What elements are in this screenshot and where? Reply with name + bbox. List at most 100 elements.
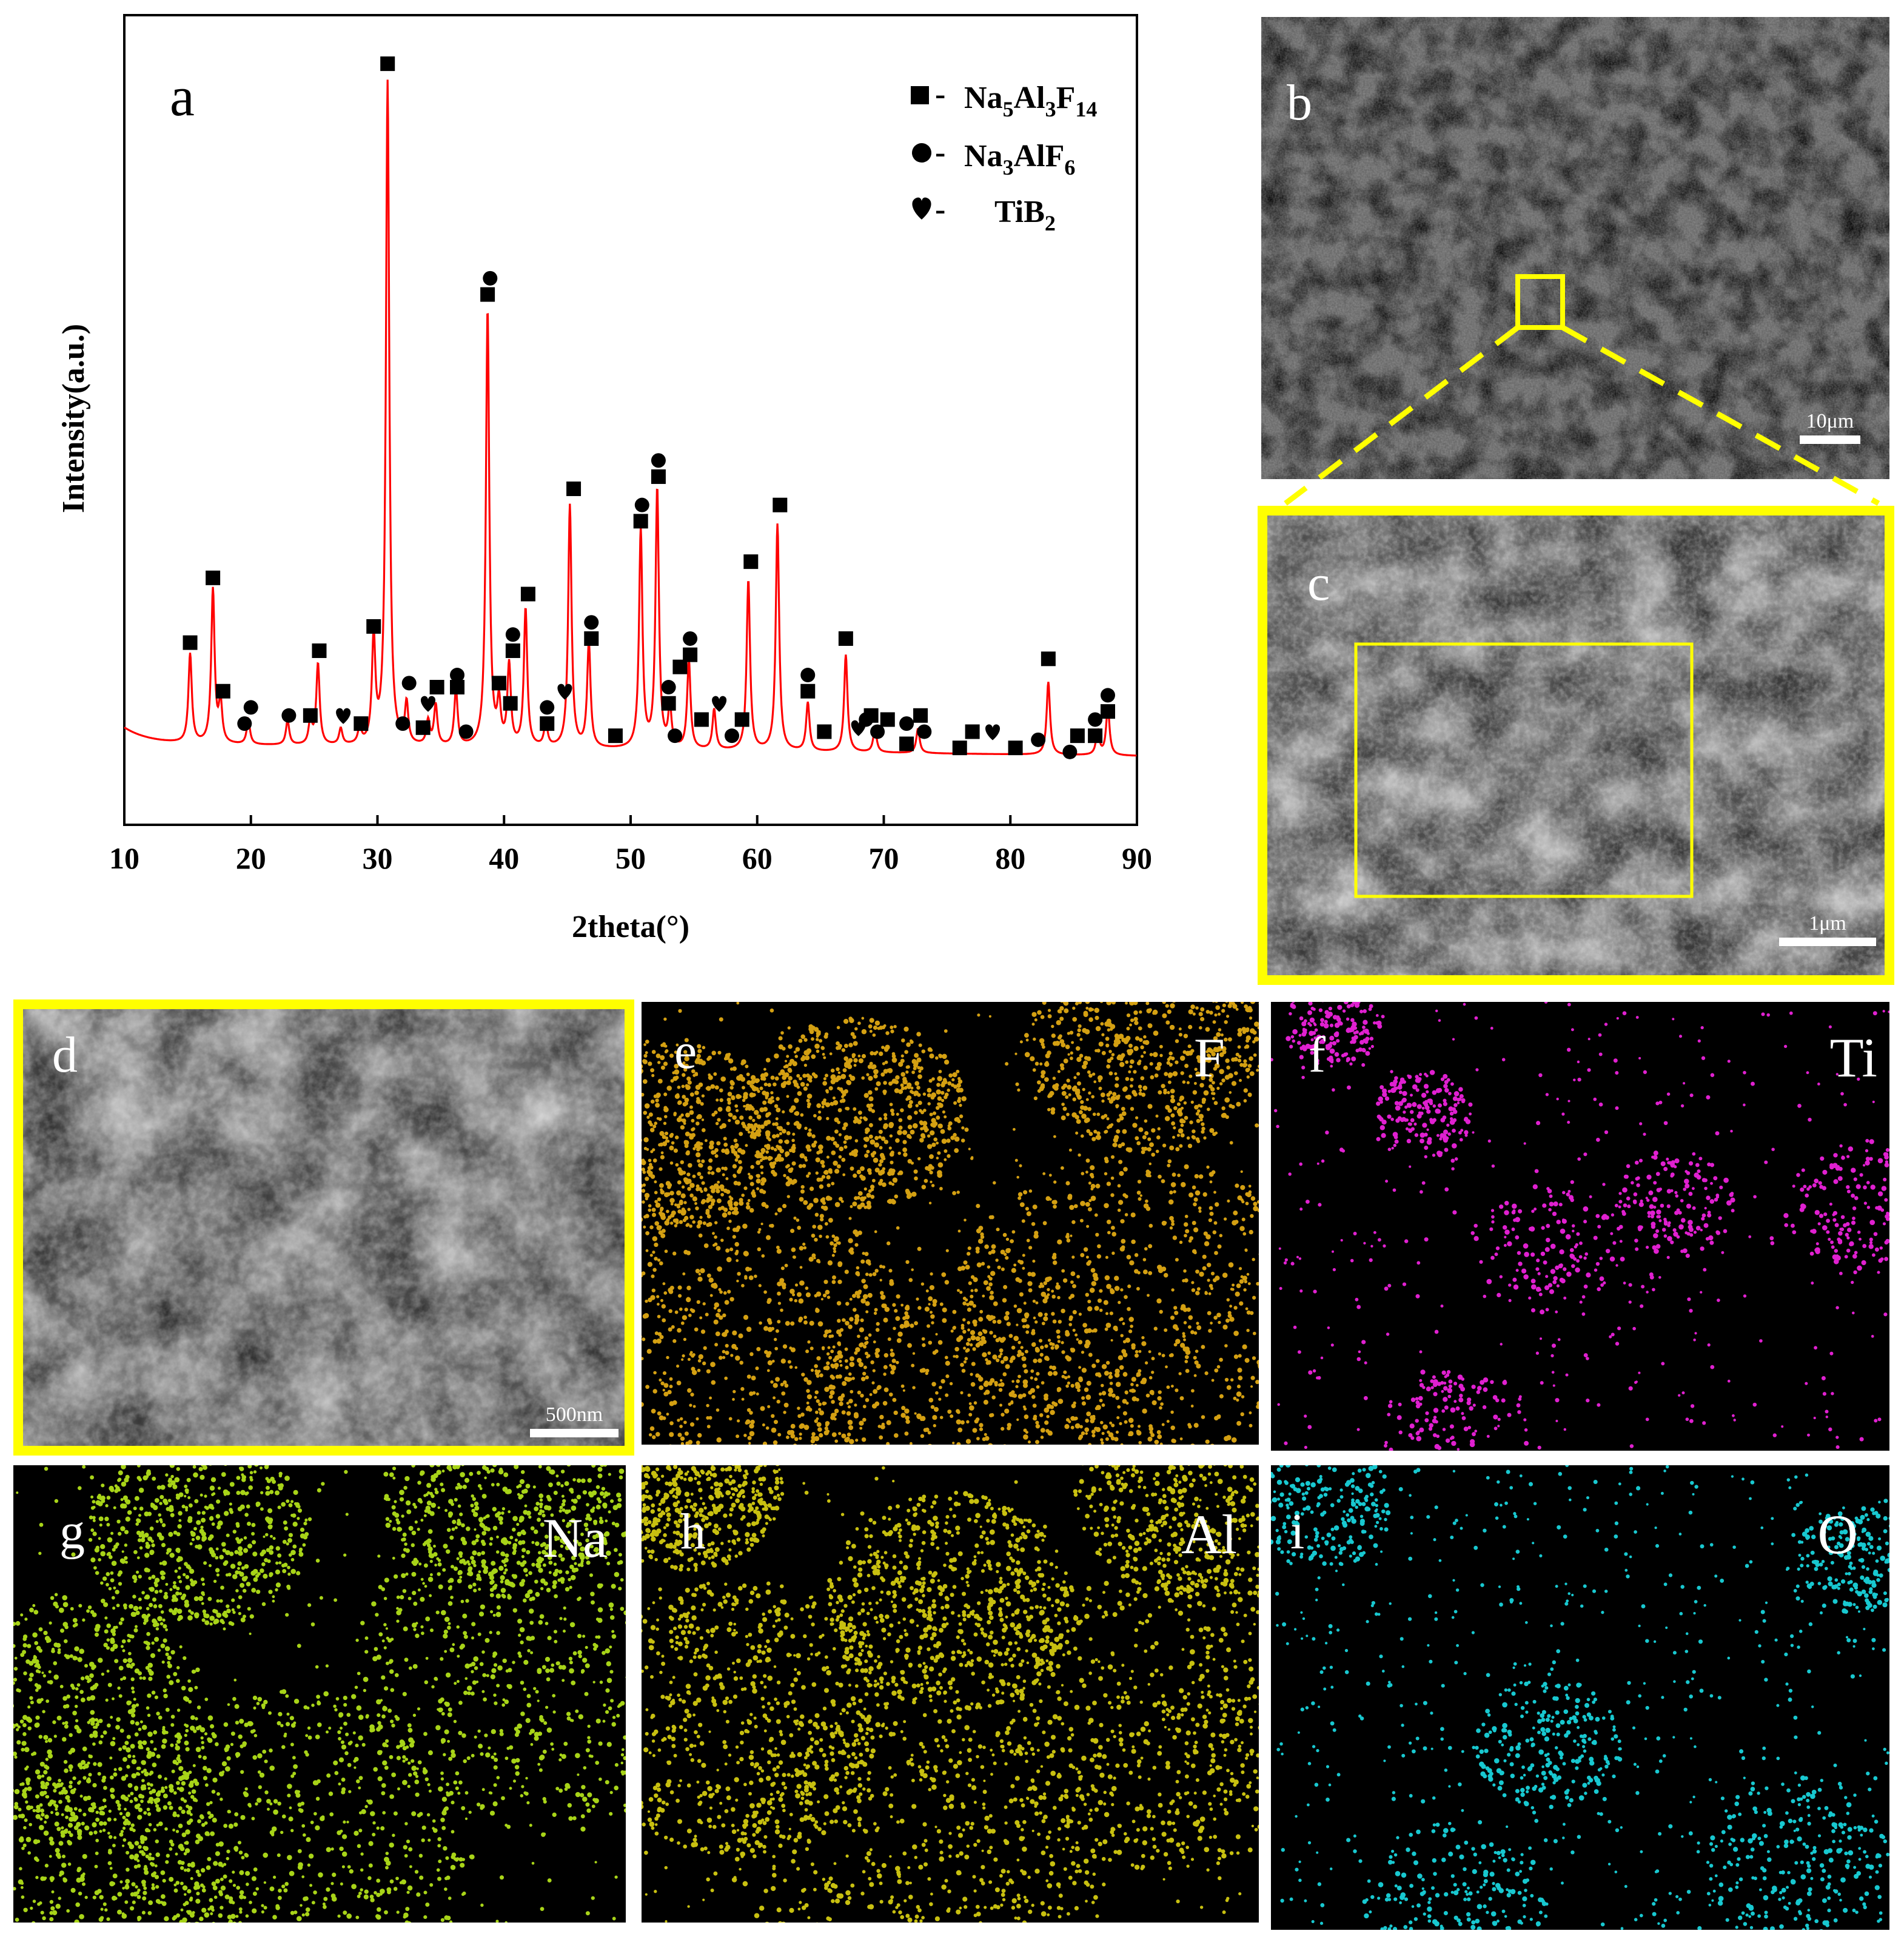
eds-dot: [1131, 1346, 1136, 1350]
eds-dot: [1140, 1194, 1142, 1197]
eds-dot: [1079, 1110, 1083, 1114]
marker-na5al3f14: [380, 56, 395, 71]
eds-dot: [1395, 1140, 1399, 1144]
eds-dot: [1193, 1012, 1196, 1015]
eds-dot: [732, 1211, 736, 1215]
eds-dot: [1169, 1146, 1174, 1150]
eds-dot: [1102, 1432, 1105, 1435]
eds-dot: [1119, 1171, 1124, 1176]
eds-dot: [972, 1347, 976, 1351]
eds-dot: [771, 1414, 774, 1418]
eds-dot: [1181, 1107, 1184, 1110]
eds-dot: [735, 1347, 739, 1351]
eds-dot: [1179, 1098, 1182, 1101]
eds-dot: [1076, 1089, 1081, 1093]
eds-dot: [1084, 1428, 1089, 1432]
eds-dot: [688, 1440, 693, 1445]
eds-dot: [697, 1433, 702, 1437]
eds-dot: [911, 1070, 915, 1074]
eds-dot: [1128, 1317, 1134, 1322]
eds-dot: [737, 1272, 740, 1275]
eds-dot: [756, 1160, 760, 1165]
eds-dot: [1017, 1375, 1021, 1379]
eds-dot: [1235, 1220, 1239, 1224]
eds-dot: [662, 1318, 666, 1323]
eds-dot: [1188, 1315, 1193, 1320]
eds-dot: [1020, 1040, 1023, 1043]
eds-dot: [1041, 1015, 1045, 1019]
legend-label: Na5Al3F14: [964, 81, 1097, 121]
eds-dot: [795, 1366, 798, 1369]
eds-dot: [738, 1334, 743, 1338]
eds-dot: [811, 1254, 816, 1258]
eds-dot: [1028, 1288, 1033, 1292]
eds-dot: [848, 1043, 853, 1047]
eds-dot: [1051, 1346, 1054, 1350]
eds-dot: [1208, 1218, 1212, 1222]
eds-dot: [1460, 1138, 1463, 1141]
eds-dot: [1376, 1014, 1379, 1017]
eds-dot: [827, 1295, 830, 1298]
eds-dot: [1143, 1066, 1148, 1070]
eds-dot: [845, 1359, 848, 1363]
eds-dot: [748, 1442, 751, 1445]
eds-dot: [1032, 1023, 1035, 1026]
eds-dot: [1048, 1093, 1053, 1098]
eds-dot: [1239, 1267, 1242, 1270]
eds-dot: [739, 1198, 743, 1202]
eds-dot: [883, 1069, 888, 1073]
eds-dot: [1171, 1288, 1174, 1291]
eds-dot: [1139, 1038, 1143, 1042]
eds-dot: [819, 1184, 823, 1189]
eds-dot: [1025, 1052, 1030, 1058]
eds-dot: [1201, 1130, 1204, 1134]
eds-dot: [1212, 1170, 1216, 1175]
eds-dot: [1179, 1241, 1183, 1244]
eds-dot: [660, 1234, 665, 1238]
eds-dot: [1208, 1292, 1212, 1295]
eds-dot: [1204, 1090, 1209, 1096]
eds-dot: [677, 1180, 682, 1184]
eds-dot: [826, 1362, 830, 1365]
eds-dot: [991, 1244, 996, 1249]
eds-dot: [685, 1431, 689, 1436]
eds-dot: [1199, 1012, 1203, 1016]
eds-dot: [873, 1340, 876, 1343]
eds-dot: [838, 1108, 842, 1112]
eds-dot: [1105, 1312, 1108, 1315]
eds-dot: [1044, 1420, 1048, 1425]
eds-dot: [1108, 1432, 1113, 1437]
eds-dot: [1027, 1238, 1030, 1242]
eds-dot: [659, 1143, 663, 1147]
eds-dot: [692, 1353, 696, 1356]
eds-dot: [792, 1144, 796, 1147]
eds-dot: [650, 1254, 653, 1257]
eds-dot: [936, 1115, 940, 1120]
eds-dot: [764, 1083, 768, 1086]
eds-dot: [849, 1439, 854, 1445]
eds-dot: [853, 1107, 856, 1111]
eds-dot: [648, 1120, 652, 1124]
eds-dot: [794, 1112, 797, 1115]
eds-dot: [1025, 1431, 1028, 1434]
eds-dot: [870, 1103, 873, 1107]
eds-dot: [1105, 1256, 1108, 1259]
eds-dot: [1495, 1399, 1499, 1402]
eds-dot: [677, 1086, 681, 1089]
eds-dot: [954, 1148, 959, 1153]
eds-dot: [688, 1358, 691, 1361]
eds-dot: [868, 1090, 872, 1095]
eds-dot: [957, 1077, 960, 1080]
eds-dot: [698, 1359, 702, 1363]
eds-dot: [780, 1149, 785, 1154]
eds-dot: [1193, 1228, 1198, 1232]
eds-dot: [687, 1388, 692, 1393]
eds-dot: [1234, 1354, 1238, 1359]
eds-dot: [1101, 1100, 1104, 1103]
eds-dot: [837, 1261, 842, 1266]
eds-dot: [832, 1275, 836, 1280]
eds-dot: [938, 1398, 941, 1401]
eds-dot: [1011, 1400, 1013, 1403]
eds-dot: [736, 1094, 741, 1100]
eds-dot: [719, 1089, 723, 1093]
